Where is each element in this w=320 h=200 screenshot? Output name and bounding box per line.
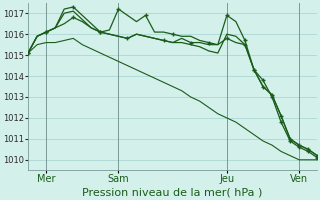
X-axis label: Pression niveau de la mer( hPa ): Pression niveau de la mer( hPa ): [83, 187, 263, 197]
